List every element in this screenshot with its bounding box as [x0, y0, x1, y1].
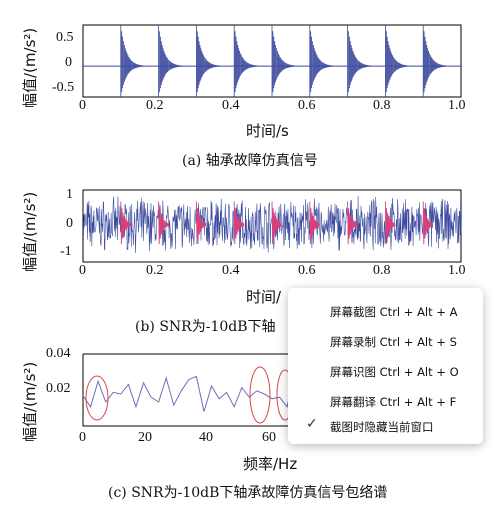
chart-c-xtick: 60 — [262, 430, 276, 445]
menu-item-label: 屏幕翻译 Ctrl + Alt + F — [330, 395, 457, 409]
chart-b-xtick: 0.4 — [222, 263, 240, 278]
chart-a-xtick: 0.4 — [222, 98, 240, 113]
chart-b-xtick: 0.6 — [298, 263, 316, 278]
chart-c-caption: (c) SNR为-10dB下轴承故障仿真信号包络谱 — [108, 485, 388, 501]
menu-item-hide-window[interactable]: ✓ 截图时隐藏当前窗口 — [288, 411, 483, 441]
chart-c-ytick: 0.02 — [46, 381, 71, 396]
chart-a-impulse — [347, 25, 373, 97]
chart-b-impulse — [384, 201, 396, 245]
chart-a-impulse — [196, 25, 222, 97]
chart-b-ytick: 0 — [66, 216, 73, 231]
chart-b-xtick: 1.0 — [448, 263, 466, 278]
chart-a-impulse — [158, 25, 184, 97]
chart-b-impulse — [309, 201, 320, 245]
chart-a-impulse — [120, 25, 146, 97]
chart-a-xtick: 0.6 — [298, 98, 316, 113]
menu-item-label: 屏幕识图 Ctrl + Alt + O — [330, 365, 459, 379]
chart-a-impulse — [422, 25, 448, 97]
chart-a-ytick: 0 — [65, 55, 72, 70]
chart-c-highlight-ellipse — [249, 366, 271, 424]
chart-c-axes — [82, 354, 290, 427]
chart-c-ytick: 0.04 — [46, 346, 71, 361]
chart-a-xtick: 0.8 — [373, 98, 391, 113]
checkmark-icon: ✓ — [306, 416, 318, 432]
menu-item-screen-ocr[interactable]: 屏幕识图 Ctrl + Alt + O — [288, 356, 483, 386]
chart-c-ylabel: 幅值/(m/s²) — [21, 361, 39, 442]
chart-b-wave — [82, 195, 462, 254]
menu-item-screen-record[interactable]: 屏幕录制 Ctrl + Alt + S — [288, 326, 483, 356]
screenshot-context-menu: 屏幕截图 Ctrl + Alt + A 屏幕录制 Ctrl + Alt + S … — [288, 288, 483, 444]
chart-a-caption: (a) 轴承故障仿真信号 — [182, 153, 318, 169]
chart-a-xtick: 0.2 — [146, 98, 164, 113]
chart-a-impulse — [385, 25, 411, 97]
chart-b-xtick: 0.8 — [373, 263, 391, 278]
menu-item-label: 截图时隐藏当前窗口 — [330, 420, 434, 434]
chart-a-xtick: 1.0 — [448, 98, 466, 113]
chart-b-caption: (b) SNR为-10dB下轴 — [135, 319, 276, 335]
chart-c-xtick: 40 — [199, 430, 213, 445]
chart-a-impulse — [233, 25, 259, 97]
chart-c-xlabel: 频率/Hz — [243, 455, 298, 473]
menu-item-screen-translate[interactable]: 屏幕翻译 Ctrl + Alt + F — [288, 386, 483, 416]
chart-b-impulse — [347, 201, 358, 245]
chart-b-impulse — [271, 201, 283, 245]
chart-b-ytick: 1 — [66, 187, 73, 202]
menu-item-screen-capture[interactable]: 屏幕截图 Ctrl + Alt + A — [288, 296, 483, 326]
chart-c-highlight-ellipse — [85, 375, 109, 421]
menu-item-label: 屏幕录制 Ctrl + Alt + S — [330, 335, 457, 349]
chart-b-impulse — [158, 201, 169, 245]
chart-b-xtick: 0.2 — [146, 263, 164, 278]
chart-b-xlabel: 时间/ — [246, 288, 282, 306]
chart-a-wave — [83, 25, 461, 97]
chart-b-impulse — [120, 201, 131, 245]
chart-a-xlabel: 时间/s — [246, 122, 289, 140]
chart-c-xtick: 0 — [79, 430, 86, 445]
menu-item-label: 屏幕截图 Ctrl + Alt + A — [330, 305, 458, 319]
chart-b-impulse — [233, 201, 245, 245]
chart-a-ytick: 0.5 — [56, 30, 74, 45]
chart-a-ytick: -0.5 — [52, 80, 75, 95]
chart-a-impulse — [309, 25, 335, 97]
chart-a-xtick: 0 — [79, 98, 86, 113]
chart-b-impulse — [422, 201, 434, 245]
chart-b-impulse — [195, 201, 207, 245]
chart-c-xtick: 20 — [138, 430, 152, 445]
chart-a-impulse — [271, 25, 297, 97]
chart-b-ytick: -1 — [60, 244, 72, 259]
chart-b-xtick: 0 — [79, 263, 86, 278]
